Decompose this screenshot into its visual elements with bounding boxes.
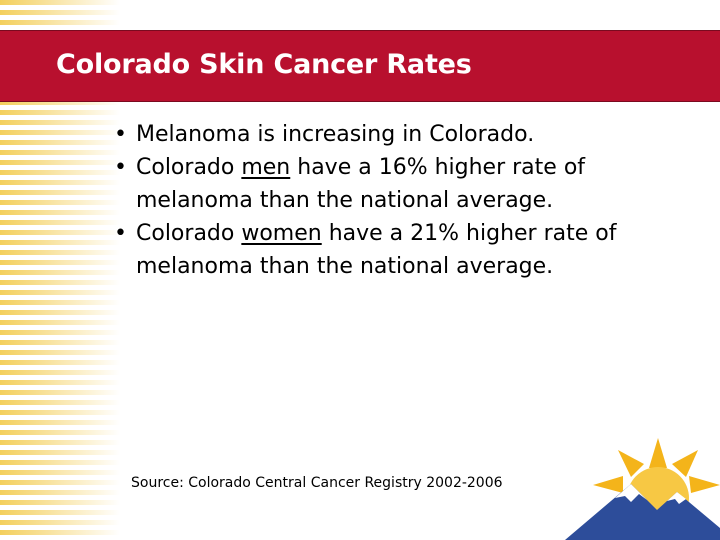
stripe-line [0, 500, 120, 505]
sun-ray [649, 438, 667, 468]
stripe-line [0, 140, 120, 145]
stripe-line [0, 530, 120, 535]
stripe-line [0, 400, 120, 405]
stripe-line [0, 260, 120, 265]
snowcap-icon [615, 484, 647, 502]
bullet-text-before: Colorado [136, 221, 242, 246]
stripe-line [0, 200, 120, 205]
source-citation: Source: Colorado Central Cancer Registry… [131, 475, 503, 491]
stripe-line [0, 340, 120, 345]
title-bar: Colorado Skin Cancer Rates [0, 30, 720, 102]
underlined-word-women: women [241, 221, 322, 246]
stripe-line [0, 310, 120, 315]
stripe-line [0, 10, 120, 15]
sun-over-mountains-logo-icon [565, 438, 720, 540]
stripe-line [0, 350, 120, 355]
stripe-line [0, 150, 120, 155]
stripe-line [0, 250, 120, 255]
stripe-line [0, 330, 120, 335]
stripe-line [0, 480, 120, 485]
stripe-line [0, 320, 120, 325]
stripe-line [0, 360, 120, 365]
stripe-line [0, 230, 120, 235]
stripe-line [0, 450, 120, 455]
stripe-line [0, 190, 120, 195]
bullet-item: Colorado men have a 16% higher rate of m… [110, 151, 670, 217]
stripe-line [0, 460, 120, 465]
stripe-line [0, 120, 120, 125]
stripe-line [0, 280, 120, 285]
stripe-line [0, 220, 120, 225]
stripe-line [0, 240, 120, 245]
stripe-line [0, 390, 120, 395]
sun-ray [593, 476, 623, 493]
bullet-item: Colorado women have a 21% higher rate of… [110, 217, 670, 283]
stripe-line [0, 300, 120, 305]
sun-ray [672, 450, 698, 477]
sun-ray [618, 450, 644, 477]
stripe-line [0, 370, 120, 375]
stripe-line [0, 100, 120, 105]
stripe-line [0, 470, 120, 475]
stripe-line [0, 510, 120, 515]
stripe-line [0, 180, 120, 185]
bullet-list: Melanoma is increasing in Colorado. Colo… [110, 118, 670, 283]
stripe-line [0, 270, 120, 275]
stripe-line [0, 210, 120, 215]
stripe-line [0, 410, 120, 415]
stripe-line [0, 380, 120, 385]
stripe-line [0, 490, 120, 495]
bullet-text: Melanoma is increasing in Colorado. [136, 122, 535, 147]
underlined-word-men: men [241, 155, 291, 180]
bullet-text-after: have a 16% higher rate of melanoma than … [136, 155, 586, 213]
bullet-item: Melanoma is increasing in Colorado. [110, 118, 670, 151]
stripe-line [0, 170, 120, 175]
bullet-text-before: Colorado [136, 155, 242, 180]
stripe-line [0, 420, 120, 425]
stripe-line [0, 160, 120, 165]
stripe-line [0, 520, 120, 525]
yellow-stripes-pattern-icon [0, 0, 120, 535]
stripe-line [0, 430, 120, 435]
stripe-line [0, 0, 120, 5]
snowcap-icon [667, 492, 686, 504]
stripe-line [0, 130, 120, 135]
stripe-line [0, 110, 120, 115]
stripe-line [0, 290, 120, 295]
bullet-text-after: have a 21% higher rate of melanoma than … [136, 221, 617, 279]
stripe-line [0, 440, 120, 445]
stripe-line [0, 20, 120, 25]
slide-title: Colorado Skin Cancer Rates [56, 49, 472, 80]
sun-rays-icon [593, 438, 720, 493]
sun-ray [689, 476, 720, 493]
